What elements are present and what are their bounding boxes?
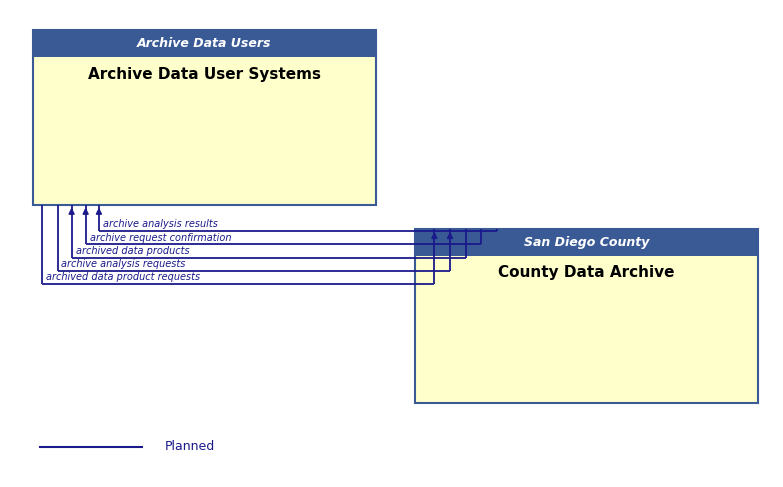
Text: archived data products: archived data products bbox=[75, 245, 189, 256]
Text: Planned: Planned bbox=[165, 440, 215, 453]
Text: archive request confirmation: archive request confirmation bbox=[89, 232, 231, 243]
Text: San Diego County: San Diego County bbox=[524, 236, 649, 249]
Text: archived data product requests: archived data product requests bbox=[46, 272, 200, 282]
Text: Archive Data User Systems: Archive Data User Systems bbox=[88, 67, 321, 82]
Bar bbox=[33, 31, 376, 205]
Bar bbox=[415, 229, 758, 256]
Text: archive analysis requests: archive analysis requests bbox=[62, 259, 186, 269]
Bar bbox=[415, 229, 758, 403]
Text: Archive Data Users: Archive Data Users bbox=[137, 37, 272, 50]
Text: archive analysis results: archive analysis results bbox=[103, 220, 218, 229]
Bar bbox=[33, 31, 376, 57]
Text: County Data Archive: County Data Archive bbox=[498, 265, 675, 281]
